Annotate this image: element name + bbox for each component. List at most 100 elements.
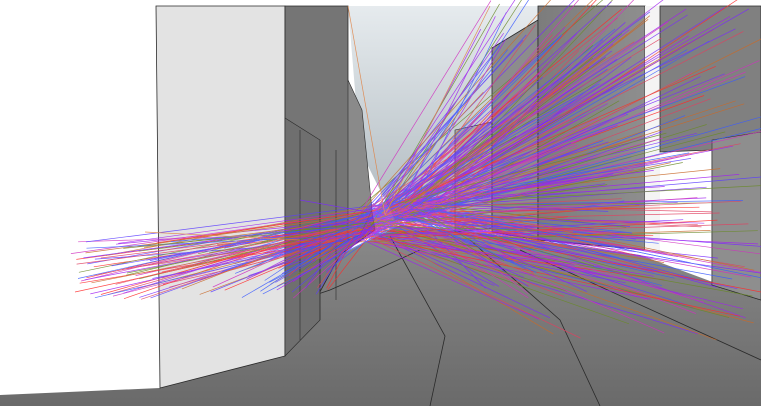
ray-line [74,229,361,293]
ray-line [358,233,740,317]
ray-line [382,137,663,217]
ray-line [398,15,651,225]
ray-line [366,219,564,297]
ray-line [384,5,491,216]
ray-line [402,197,698,219]
ray-line [361,233,530,287]
right-light-gap [645,6,660,252]
ray-line [408,0,613,218]
ray-line [357,158,491,238]
ray-line [400,32,578,219]
ray-line [170,225,365,242]
ray-line [374,217,717,341]
ray-line [361,230,626,284]
ray-line [351,8,749,238]
ray-line [418,206,761,273]
ray-line [357,228,699,335]
ray-line [181,204,399,290]
ray-line [156,207,392,244]
ray-line [299,199,386,216]
ray-line [77,204,409,279]
ray-line [239,230,361,272]
ray-line [83,217,381,259]
ray-line [121,233,360,270]
ray-line [404,16,496,199]
ray-line [374,198,622,211]
ray-line [415,153,692,218]
ray-line [210,230,364,293]
right-near-building-face [711,131,761,301]
ray-line [372,56,607,213]
ray-line [370,222,730,318]
ray-line [373,232,651,285]
ray-line [414,217,537,273]
ray-line [418,203,609,212]
sky [348,6,538,225]
ray-line [388,71,746,218]
ray-line [397,81,624,218]
ray-line [369,237,581,339]
ray-line [390,0,529,213]
ray-line [291,211,389,293]
ray-line [406,0,580,202]
ground-plane [0,225,761,406]
ray-line [369,240,651,300]
ray-line [410,142,572,222]
ray-line [391,57,594,214]
ray-line [406,208,631,227]
ray-line [402,197,755,271]
ray-line [136,227,370,268]
ray-line [353,150,636,227]
ray-line [390,219,525,278]
ray-line [362,225,753,297]
ray-line [406,38,507,204]
ray-line [371,204,704,303]
ray-line [403,170,654,202]
ray-line [375,173,614,225]
ray-line [387,65,716,209]
ray-line [389,103,745,216]
ray-line [371,224,543,252]
ray-line [86,234,360,249]
ray-line [370,174,740,208]
ray-line [367,98,577,220]
ray-line [367,35,689,236]
ray-line [370,37,662,214]
ray-line [410,115,686,223]
ray-line [94,237,354,299]
ray-line [144,231,301,241]
ray-line [355,0,516,242]
ray-line [373,83,600,212]
ray-line [363,11,651,225]
ray-line [414,114,627,212]
ray-line [169,223,398,288]
ray-line [397,203,713,213]
ray-line [388,71,542,207]
ray-line [347,5,386,216]
ray-line [389,211,529,299]
ray-line [359,238,540,320]
ray-line [379,206,595,267]
ray-line [262,226,396,295]
ray-line [276,204,424,291]
ray-line [378,0,522,223]
ray-line [365,0,664,228]
ray-line [368,230,567,292]
ray-line [423,152,690,202]
ray-line [264,207,376,281]
ray-line [421,22,626,201]
ray-line [370,210,508,227]
ray-line [387,38,761,227]
ray-line [397,201,761,279]
ray-line [90,224,393,295]
ray-paths [70,0,761,341]
ray-line [317,231,357,289]
ray-line [414,211,647,301]
ray-line [382,225,539,231]
ray-line [315,229,358,295]
ray-line [384,8,687,209]
ray-line [407,24,536,204]
ray-line [111,211,423,267]
